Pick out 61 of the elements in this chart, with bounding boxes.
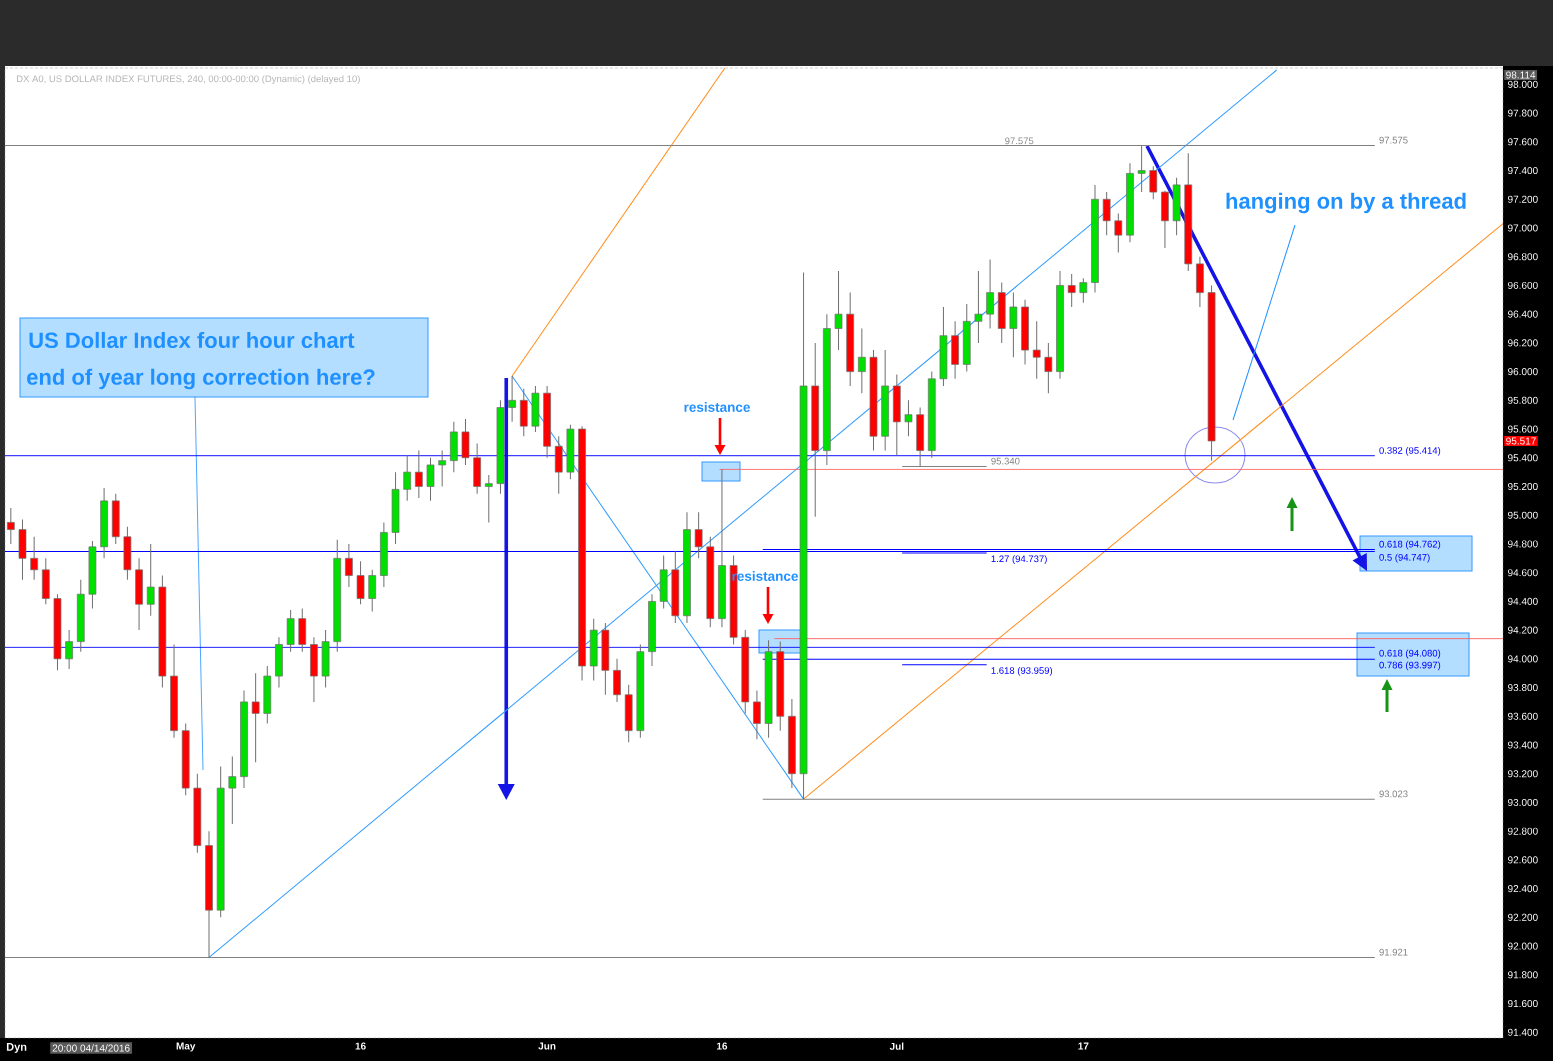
annotation: 97.575 [1005, 137, 1034, 145]
text: DX A0, US DOLLAR INDEX FUTURES, 240, 00:00-00:00 (Dynamic) (delayed 10) [16, 75, 360, 85]
text: 20:00 04/14/2016 [52, 1044, 130, 1052]
y-tick-label: 96.800 [1508, 253, 1538, 261]
y-tick-label: 95.400 [1508, 454, 1538, 462]
series-label: 0.618 (94.080) [1379, 649, 1441, 659]
y-tick-label: 93.800 [1508, 684, 1538, 692]
y-tick-label: 95.600 [1508, 425, 1538, 433]
y-tick-label: 92.800 [1508, 827, 1538, 835]
series-label: 0.786 (93.997) [1379, 661, 1441, 671]
text: 98.114 [1506, 71, 1536, 79]
series-label: 0.618 (94.762) [1379, 540, 1441, 550]
y-tick-label: 92.000 [1508, 942, 1538, 950]
y-tick-label: 93.400 [1508, 741, 1538, 749]
text: Dyn [6, 1043, 27, 1053]
x-tick-label: Jun [538, 1042, 556, 1050]
y-tick-label: 93.600 [1508, 712, 1538, 720]
x-tick-label: 16 [717, 1042, 728, 1050]
y-tick-label: 93.000 [1508, 798, 1538, 806]
y-tick-label: 94.200 [1508, 626, 1538, 634]
series-label: 93.023 [1379, 790, 1408, 798]
series-label: 95.340 [991, 457, 1020, 465]
x-tick-label: Jul [889, 1042, 904, 1050]
series-label: 91.921 [1379, 948, 1408, 956]
y-tick-label: 93.200 [1508, 770, 1538, 778]
series-label: 97.575 [1379, 136, 1408, 144]
annotation: US Dollar Index four hour chart [29, 331, 355, 349]
series-label: 1.27 (94.737) [991, 555, 1047, 565]
series-label: 0.5 (94.747) [1379, 553, 1430, 563]
y-tick-label: 92.200 [1508, 913, 1538, 921]
y-tick-label: 91.600 [1508, 999, 1538, 1008]
annotation: hanging on by a thread [1226, 192, 1466, 214]
y-tick-label: 94.600 [1508, 569, 1538, 577]
y-tick-label: 96.400 [1508, 310, 1538, 318]
annotation: end of year long correction here? [27, 368, 375, 390]
y-tick-label: 95.000 [1508, 511, 1538, 519]
y-tick-label: 97.600 [1508, 138, 1538, 146]
series-label: 1.618 (93.959) [991, 666, 1053, 676]
y-tick-label: 98.000 [1508, 80, 1538, 88]
y-tick-label: 96.600 [1508, 281, 1538, 289]
x-tick-label: 17 [1078, 1042, 1089, 1050]
series-label: 0.382 (95.414) [1379, 446, 1441, 456]
y-tick-label: 96.000 [1508, 368, 1538, 376]
y-tick-label: 94.400 [1508, 597, 1538, 605]
y-tick-label: 97.400 [1508, 167, 1538, 175]
x-tick-label: May [176, 1042, 196, 1052]
y-tick-label: 95.800 [1508, 396, 1538, 404]
y-tick-label: 92.600 [1508, 856, 1538, 864]
y-tick-label: 97.200 [1508, 195, 1538, 203]
y-tick-label: 97.800 [1508, 109, 1538, 117]
annotation: 95.517 [1506, 437, 1536, 445]
y-tick-label: 95.200 [1508, 482, 1538, 491]
y-tick-label: 91.400 [1508, 1028, 1538, 1036]
y-tick-label: 92.400 [1508, 885, 1538, 893]
y-tick-label: 94.800 [1508, 540, 1538, 548]
annotation: resistance [684, 402, 750, 412]
y-tick-label: 97.000 [1508, 224, 1538, 232]
y-tick-label: 94.000 [1508, 655, 1538, 663]
y-tick-label: 96.200 [1508, 339, 1538, 347]
x-tick-label: 16 [355, 1042, 366, 1050]
y-tick-label: 91.800 [1508, 971, 1538, 979]
